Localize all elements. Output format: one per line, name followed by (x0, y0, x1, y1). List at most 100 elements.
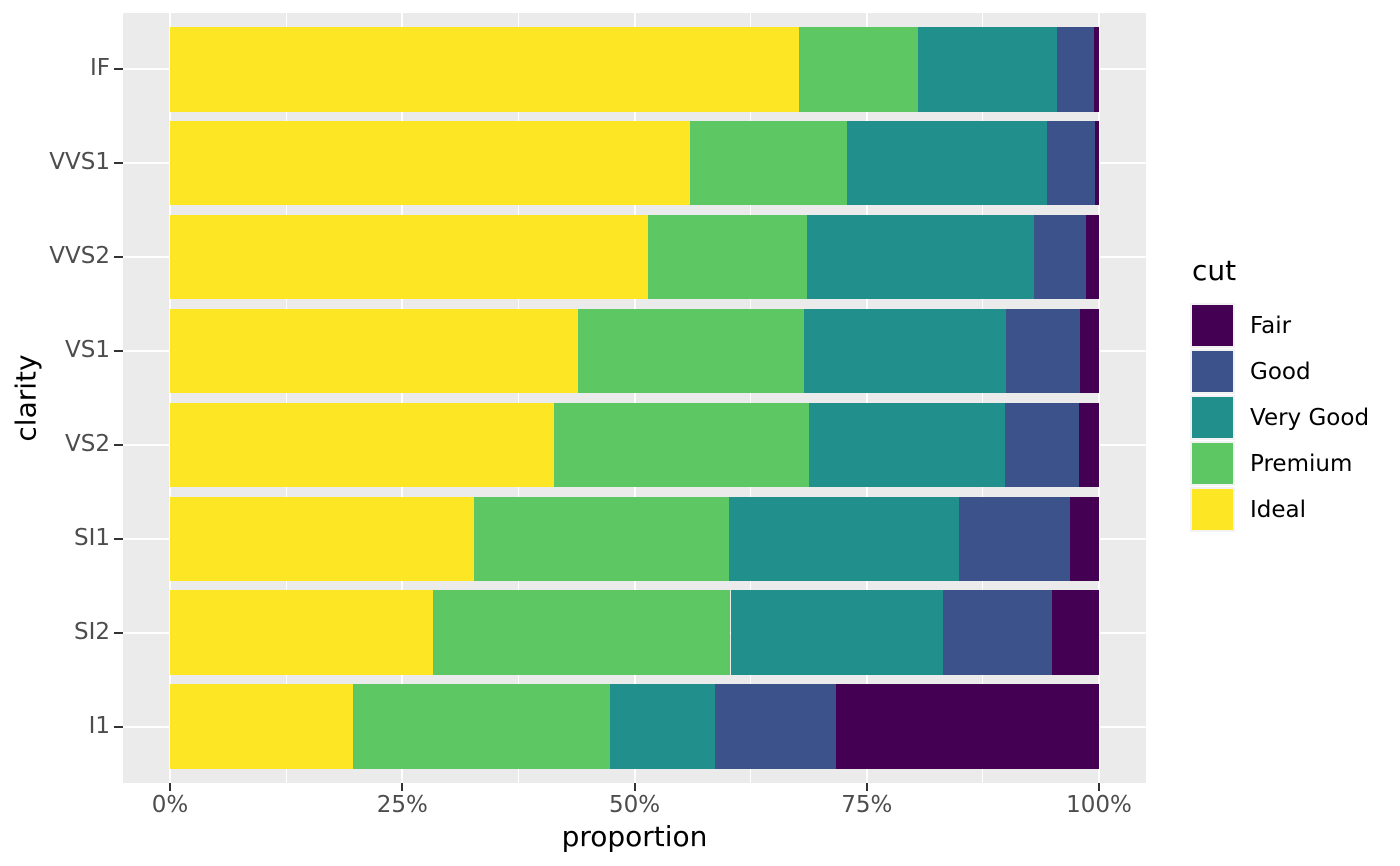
bar-segment-very-good (610, 684, 716, 769)
x-tick-mark (1098, 783, 1100, 791)
bar-segment-very-good (730, 590, 943, 675)
major-gridline (1098, 13, 1100, 783)
legend-label: Fair (1250, 312, 1292, 339)
legend-item: Good (1190, 349, 1369, 394)
bar-segment-ideal (170, 402, 555, 488)
bar-segment-good (715, 684, 836, 769)
bar-segment-fair (1079, 402, 1099, 488)
legend-label: Good (1250, 358, 1311, 385)
bar-segment-very-good (918, 27, 1058, 112)
x-tick-mark (169, 783, 171, 791)
legend: cut Fair Good Very Good Premium Ideal (1190, 254, 1369, 532)
legend-swatch-very-good (1192, 397, 1233, 438)
legend-swatch-good (1192, 351, 1233, 392)
y-tick-label: VS2 (65, 430, 110, 457)
legend-key (1190, 487, 1235, 532)
x-tick-mark (865, 783, 868, 791)
bar-segment-fair (1070, 496, 1099, 582)
bar-segment-premium (554, 402, 809, 488)
bar-segment-premium (352, 684, 610, 769)
bar-segment-fair (1079, 308, 1099, 394)
legend-swatch-ideal (1192, 489, 1233, 530)
bar-segment-ideal (170, 308, 579, 394)
legend-item: Ideal (1190, 487, 1369, 532)
legend-label: Premium (1250, 450, 1353, 477)
y-tick-label: VVS1 (49, 149, 110, 176)
y-tick-label: I1 (88, 712, 110, 739)
x-tick-label: 50% (608, 792, 661, 818)
y-tick-label: SI1 (73, 524, 110, 551)
bar-segment-good (959, 496, 1070, 582)
major-gridline (865, 13, 868, 783)
bar-segment-fair (1086, 214, 1099, 300)
bar-segment-premium (578, 308, 805, 394)
minor-gridline (517, 13, 519, 783)
bar-segment-ideal (170, 27, 800, 112)
legend-swatch-fair (1192, 305, 1233, 346)
y-tick-mark (114, 443, 123, 446)
x-tick-label: 25% (376, 792, 428, 818)
bar-segment-premium (474, 496, 729, 582)
legend-label: Very Good (1250, 404, 1370, 431)
legend-title: cut (1192, 254, 1237, 287)
x-tick-label: 100% (1066, 792, 1132, 818)
legend-item: Fair (1190, 303, 1369, 348)
bar-segment-premium (799, 27, 919, 112)
y-tick-label: IF (89, 55, 110, 82)
bar-segment-ideal (170, 590, 433, 675)
legend-item: Very Good (1190, 395, 1369, 440)
legend-key (1190, 441, 1235, 486)
legend-label: Ideal (1250, 496, 1307, 523)
legend-key (1190, 349, 1235, 394)
bar-segment-ideal (170, 214, 648, 300)
y-axis-title: clarity (9, 354, 43, 442)
legend-swatch-premium (1192, 443, 1233, 484)
y-tick-mark (114, 162, 123, 165)
y-tick-mark (114, 350, 123, 353)
x-tick-label: 0% (151, 792, 189, 818)
y-tick-label: SI2 (73, 618, 110, 645)
y-tick-mark (114, 537, 123, 540)
y-tick-label: VS1 (65, 337, 110, 364)
minor-gridline (750, 13, 752, 783)
bar-segment-very-good (728, 496, 960, 582)
bar-segment-premium (647, 214, 808, 300)
legend-key (1190, 395, 1235, 440)
bar-segment-good (942, 590, 1052, 675)
bar-segment-fair (835, 684, 1099, 769)
legend-item: Premium (1190, 441, 1369, 486)
y-tick-mark (114, 631, 123, 634)
bar-segment-fair (1094, 27, 1099, 112)
x-tick-label: 75% (841, 792, 893, 818)
major-gridline (169, 13, 171, 783)
y-tick-label: VVS2 (49, 243, 110, 270)
bar-segment-ideal (170, 496, 475, 582)
x-axis-title: proportion (561, 820, 708, 853)
bar-segment-good (1005, 308, 1080, 394)
bar-segment-very-good (807, 214, 1034, 300)
x-tick-mark (401, 783, 404, 791)
bar-segment-good (1005, 402, 1080, 488)
bar-segment-ideal (170, 684, 353, 769)
minor-gridline (285, 13, 287, 783)
bar-segment-very-good (804, 308, 1006, 394)
bar-segment-good (1057, 27, 1095, 112)
y-tick-mark (114, 256, 123, 259)
bar-segment-fair (1051, 590, 1099, 675)
major-gridline (633, 13, 636, 783)
legend-items: Fair Good Very Good Premium Ideal (1190, 303, 1369, 532)
bar-segment-premium (690, 120, 847, 206)
bar-segment-very-good (846, 120, 1048, 206)
bar-segment-good (1047, 120, 1095, 206)
bar-segment-very-good (808, 402, 1006, 488)
legend-key (1190, 303, 1235, 348)
major-gridline (401, 13, 404, 783)
bar-segment-fair (1094, 120, 1099, 206)
y-tick-mark (114, 68, 123, 71)
plot-panel (123, 13, 1146, 783)
x-tick-mark (633, 783, 636, 791)
bar-segment-ideal (170, 120, 691, 206)
y-tick-mark (114, 725, 123, 728)
bar-segment-good (1033, 214, 1087, 300)
